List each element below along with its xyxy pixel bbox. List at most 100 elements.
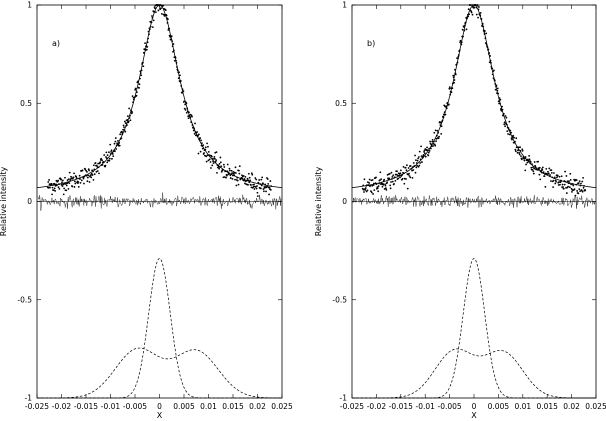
data-point xyxy=(562,186,564,188)
data-point xyxy=(225,176,227,179)
data-point xyxy=(400,169,402,172)
data-point xyxy=(110,149,113,152)
data-point xyxy=(152,19,155,22)
x-axis-label: X xyxy=(157,411,163,420)
data-point xyxy=(434,144,437,147)
data-point xyxy=(109,143,112,146)
data-point xyxy=(545,167,548,170)
data-point xyxy=(81,169,84,172)
data-point xyxy=(55,184,58,187)
data-point xyxy=(100,157,103,160)
data-point xyxy=(473,6,476,9)
data-point xyxy=(556,174,559,177)
data-point xyxy=(203,152,205,154)
data-point xyxy=(548,167,551,170)
data-point xyxy=(236,179,239,182)
data-point xyxy=(70,175,72,178)
data-point xyxy=(213,156,216,158)
data-point xyxy=(542,171,545,173)
data-point xyxy=(209,161,212,163)
data-point xyxy=(531,168,534,171)
data-point xyxy=(119,133,122,136)
data-point xyxy=(517,146,520,149)
data-point xyxy=(256,191,259,194)
data-point xyxy=(394,179,397,182)
data-point xyxy=(77,181,80,183)
data-point xyxy=(580,182,582,185)
data-point xyxy=(570,183,573,186)
panel-b: -0.025 -0.02 -0.015 -0.01 -0.005 0 0.005 0.01 0.… xyxy=(314,1,606,421)
data-point xyxy=(561,183,564,186)
data-point xyxy=(88,169,91,172)
panel-label: b) xyxy=(367,39,375,48)
data-point xyxy=(87,174,90,177)
data-point xyxy=(424,155,427,158)
data-point xyxy=(247,172,250,175)
data-point xyxy=(162,4,165,7)
data-point xyxy=(514,148,517,151)
data-point xyxy=(160,13,163,15)
data-point xyxy=(364,187,367,189)
data-point xyxy=(465,28,468,31)
y-tick-label: 0.5 xyxy=(335,99,347,108)
data-point xyxy=(86,180,89,183)
data-point xyxy=(103,154,106,156)
data-point xyxy=(114,137,117,139)
data-point xyxy=(390,171,393,174)
panel-label: a) xyxy=(52,39,60,48)
data-point xyxy=(514,150,517,153)
data-point xyxy=(207,159,210,162)
data-point xyxy=(420,155,423,157)
y-tick-label: 1 xyxy=(27,1,32,10)
data-point xyxy=(254,177,257,179)
data-point xyxy=(122,124,125,127)
data-point xyxy=(541,166,544,169)
data-point xyxy=(437,137,440,140)
data-point xyxy=(183,100,186,103)
data-point xyxy=(524,169,527,172)
data-point xyxy=(375,176,377,179)
data-point xyxy=(253,183,255,186)
data-point xyxy=(565,192,568,194)
data-point xyxy=(435,140,437,143)
data-point xyxy=(82,177,85,180)
data-point xyxy=(219,156,222,159)
data-point xyxy=(424,152,426,155)
data-point xyxy=(373,189,376,192)
data-point xyxy=(219,161,222,164)
data-point xyxy=(553,176,556,179)
data-point xyxy=(538,166,541,169)
data-point xyxy=(569,172,572,175)
data-point xyxy=(260,184,263,187)
data-point xyxy=(197,133,200,136)
data-point xyxy=(427,151,430,154)
data-point xyxy=(267,182,270,185)
data-point xyxy=(71,185,74,188)
data-point xyxy=(86,170,88,173)
data-point xyxy=(154,7,156,10)
data-point xyxy=(179,74,181,77)
data-point xyxy=(575,179,578,182)
data-point xyxy=(80,179,83,182)
data-point xyxy=(363,178,366,181)
data-point xyxy=(371,179,374,181)
data-point xyxy=(255,187,258,190)
data-point xyxy=(261,176,264,179)
data-point xyxy=(93,173,96,176)
data-point xyxy=(569,179,572,181)
data-point xyxy=(377,185,380,188)
data-point xyxy=(560,175,563,178)
data-point xyxy=(544,185,547,188)
data-point xyxy=(419,162,422,164)
data-point xyxy=(388,177,391,180)
data-point xyxy=(234,178,236,181)
data-point xyxy=(577,192,580,195)
data-point xyxy=(584,189,587,191)
data-point xyxy=(363,191,365,193)
data-point xyxy=(412,162,415,164)
data-point xyxy=(476,4,479,7)
data-point xyxy=(397,177,400,180)
data-point xyxy=(405,178,407,180)
data-point xyxy=(538,173,541,176)
data-point xyxy=(72,176,75,179)
